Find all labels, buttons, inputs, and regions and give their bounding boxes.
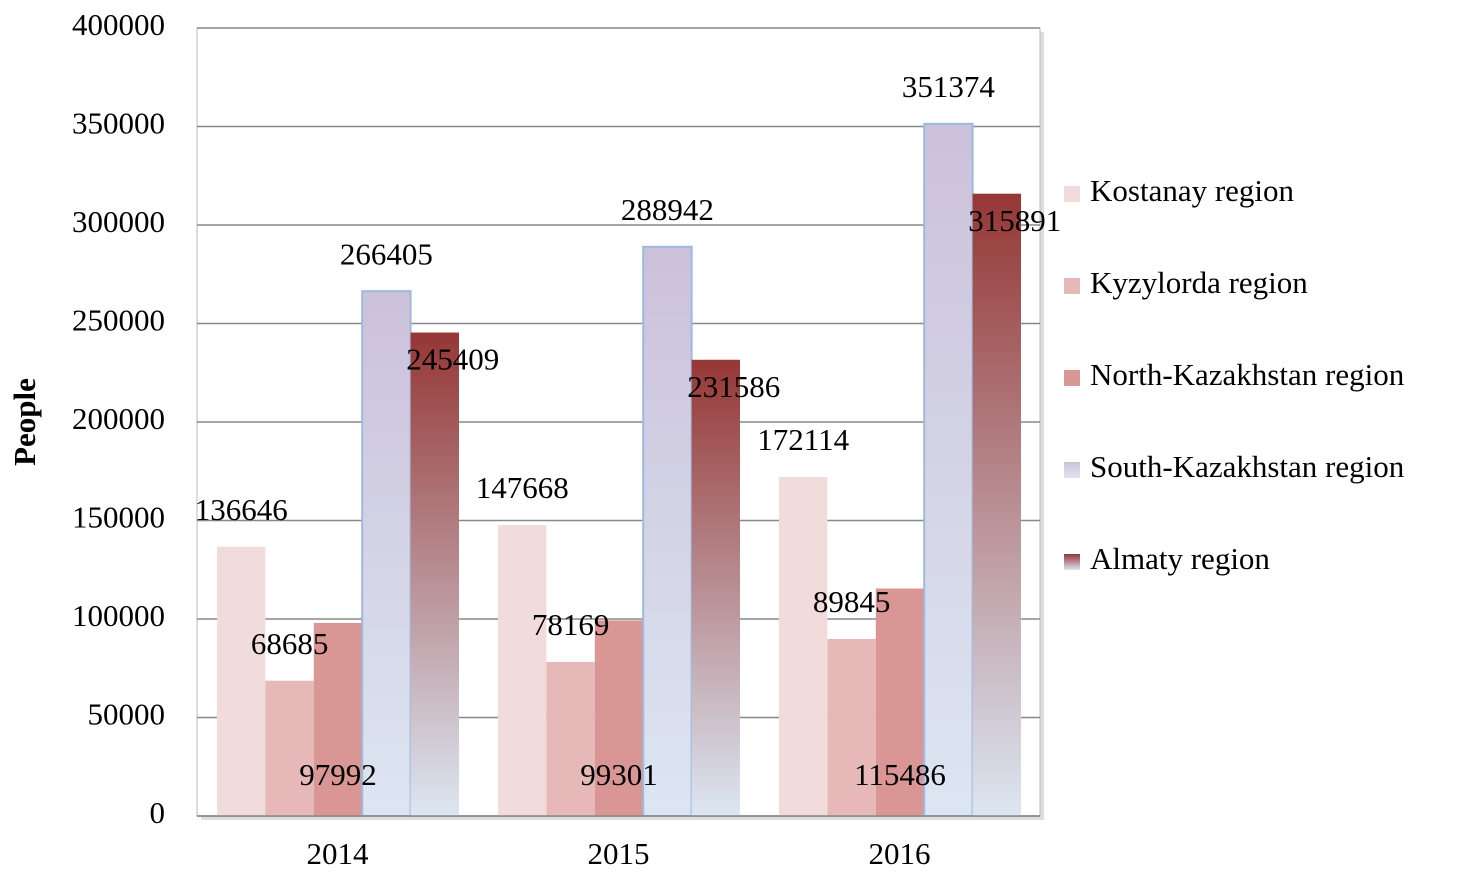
legend-label: Almaty region (1090, 541, 1270, 576)
bar (875, 588, 925, 816)
bar (313, 622, 363, 816)
bar (972, 193, 1021, 817)
y-tick-label: 250000 (72, 303, 165, 338)
legend-label: Kyzylorda region (1090, 265, 1308, 300)
bar (410, 332, 459, 816)
data-label: 97992 (299, 757, 377, 792)
bar (498, 525, 547, 816)
legend-label: South-Kazakhstan region (1090, 449, 1405, 484)
y-tick-label: 350000 (72, 106, 165, 141)
y-tick-label: 400000 (72, 7, 165, 42)
bar (827, 639, 876, 816)
x-tick-label: 2015 (588, 836, 650, 871)
legend-swatch (1064, 554, 1080, 570)
bar (642, 245, 693, 818)
bar (265, 680, 314, 816)
y-tick-label: 100000 (72, 598, 165, 633)
data-label: 68685 (251, 626, 329, 661)
legend-swatch (1064, 278, 1080, 294)
bar (691, 359, 740, 816)
y-tick-label: 0 (150, 795, 166, 830)
data-label: 147668 (476, 470, 569, 505)
x-tick-label: 2016 (869, 836, 931, 871)
y-tick-label: 150000 (72, 500, 165, 535)
legend-label: Kostanay region (1090, 173, 1295, 208)
bar (779, 476, 828, 816)
legend-swatch (1064, 462, 1080, 478)
bar (923, 122, 974, 818)
y-tick-label: 200000 (72, 401, 165, 436)
y-tick-label: 50000 (88, 697, 166, 732)
data-label: 288942 (621, 192, 714, 227)
data-label: 245409 (406, 342, 499, 377)
data-label: 351374 (902, 69, 996, 104)
legend-label: North-Kazakhstan region (1090, 357, 1405, 392)
y-axis-title: People (7, 378, 42, 466)
x-tick-label: 2014 (307, 836, 370, 871)
data-label: 78169 (532, 607, 610, 642)
data-label: 315891 (968, 203, 1061, 238)
bar (361, 290, 412, 818)
legend-swatch (1064, 370, 1080, 386)
legend-swatch (1064, 186, 1080, 202)
data-label: 172114 (757, 422, 849, 457)
bar (217, 546, 266, 816)
data-label: 99301 (580, 757, 658, 792)
bar (546, 662, 595, 816)
y-tick-label: 300000 (72, 204, 165, 239)
data-label: 89845 (813, 584, 891, 619)
data-label: 136646 (195, 492, 288, 527)
data-label: 231586 (687, 369, 780, 404)
bar (594, 620, 644, 816)
data-label: 115486 (854, 757, 946, 792)
data-label: 266405 (340, 236, 433, 271)
